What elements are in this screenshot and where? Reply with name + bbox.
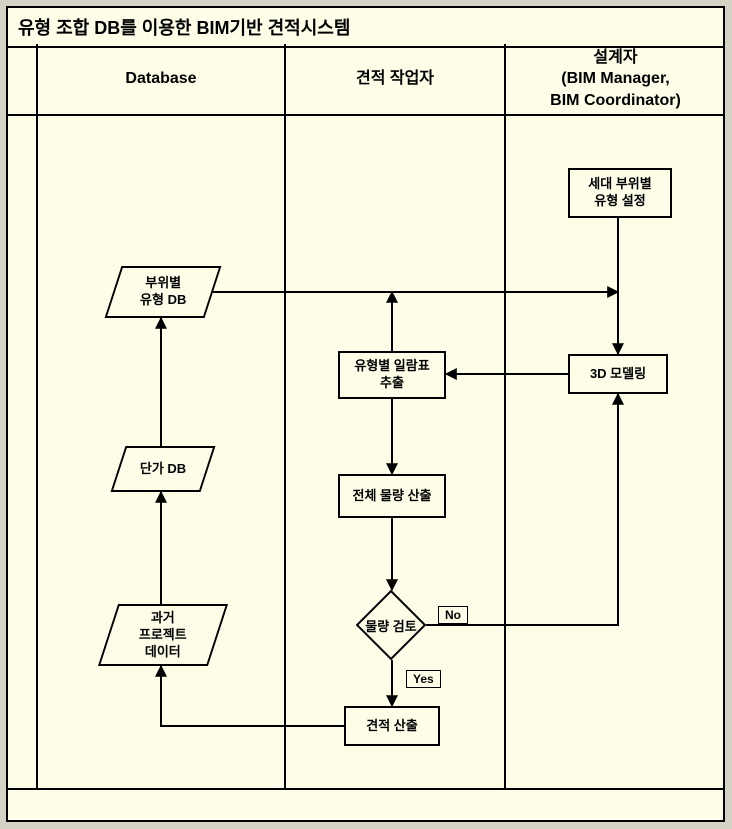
edge-label: No (438, 606, 468, 624)
edge (426, 394, 618, 625)
lane-label-estimator: 견적 작업자 (286, 44, 504, 114)
diagram-title: 유형 조합 DB를 이용한 BIM기반 견적시스템 (8, 8, 723, 48)
node-estimator-review: 물량 검토 (366, 600, 416, 650)
lane-header-margin (8, 44, 38, 116)
lane-header-estimator: 견적 작업자 (286, 44, 506, 116)
diagram-frame: 유형 조합 DB를 이용한 BIM기반 견적시스템 Database 견적 작업… (6, 6, 725, 822)
node-db-unit-price: 단가 DB (111, 446, 216, 492)
lane-label-designer: 설계자(BIM Manager,BIM Coordinator) (506, 44, 725, 114)
node-db-past-proj: 과거프로젝트데이터 (98, 604, 228, 666)
node-estimator-extract: 유형별 일람표추출 (338, 351, 446, 399)
edge-label: Yes (406, 670, 441, 688)
node-designer-set-type: 세대 부위별유형 설정 (568, 168, 672, 218)
lane-header-database: Database (38, 44, 286, 116)
lane-label-database: Database (38, 44, 284, 114)
lane-header-designer: 설계자(BIM Manager,BIM Coordinator) (506, 44, 725, 116)
node-estimator-qty-total: 전체 물량 산출 (338, 474, 446, 518)
flow-canvas: 부위별유형 DB 단가 DB 과거프로젝트데이터 세대 부위별유형 설정 3D … (8, 116, 723, 790)
node-designer-3d-model: 3D 모델링 (568, 354, 668, 394)
node-db-part-type: 부위별유형 DB (105, 266, 222, 318)
node-estimator-output: 견적 산출 (344, 706, 440, 746)
edge (161, 666, 344, 726)
